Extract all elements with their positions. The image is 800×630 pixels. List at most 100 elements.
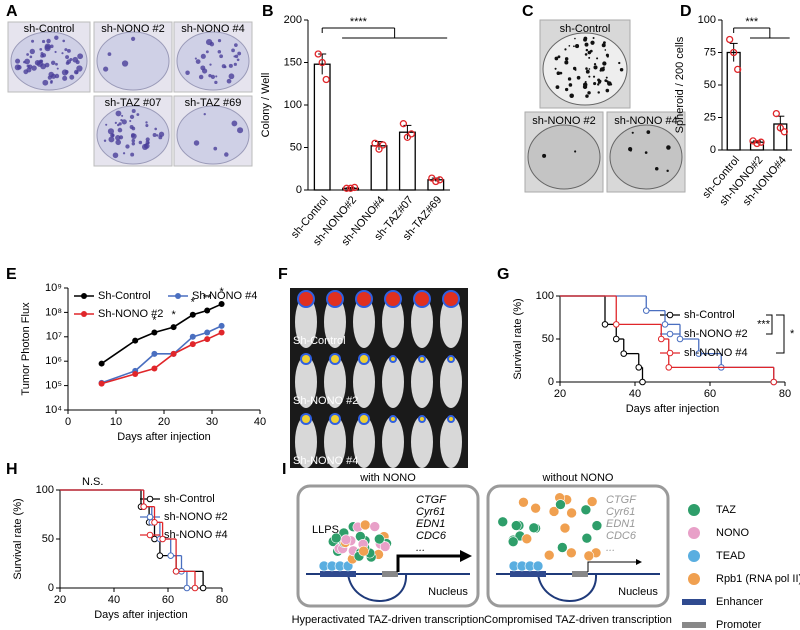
- data-point: [314, 50, 322, 58]
- mouse: [353, 296, 375, 348]
- imaging-label: Sh-NONO #2: [293, 395, 358, 407]
- colony: [121, 119, 127, 125]
- colony: [205, 38, 213, 46]
- legend-marker: [688, 573, 700, 585]
- colony: [130, 36, 136, 41]
- mouse: [353, 356, 375, 408]
- colony: [50, 44, 54, 49]
- y-tick-label: 50: [42, 533, 54, 545]
- significance: *: [790, 328, 795, 340]
- signal-inner: [386, 292, 400, 306]
- spheroid: [585, 67, 588, 70]
- mouse: [411, 416, 433, 468]
- colony: [131, 142, 136, 146]
- panel-subtitle: with NONO: [359, 472, 416, 484]
- marker: [770, 378, 778, 386]
- bar: [313, 63, 331, 191]
- colony: [237, 127, 244, 134]
- marker: [676, 335, 684, 343]
- colony: [185, 70, 190, 76]
- y-tick-label: 0: [48, 582, 54, 594]
- protein: [521, 533, 533, 545]
- arrow-head: [460, 550, 472, 562]
- spheroid: [598, 79, 602, 83]
- marker: [151, 329, 158, 336]
- transcription-arrow: [587, 561, 638, 572]
- colony: [76, 65, 83, 72]
- colony: [46, 38, 51, 44]
- colony: [201, 68, 208, 74]
- colony: [145, 121, 148, 124]
- spheroid: [567, 77, 572, 81]
- data-point: [350, 183, 359, 192]
- colony: [56, 67, 59, 70]
- colony: [145, 143, 148, 146]
- protein: [566, 547, 577, 559]
- plate-label: sh-TAZ #69: [185, 97, 242, 109]
- legend-marker: [688, 504, 700, 516]
- protein: [330, 532, 342, 544]
- colony: [115, 110, 122, 117]
- significance: *: [219, 286, 224, 298]
- marker: [218, 301, 225, 308]
- nucleus-label: Nucleus: [618, 586, 658, 598]
- colony: [66, 59, 72, 64]
- signal-inner: [415, 292, 429, 306]
- sig-bracket: [766, 314, 773, 335]
- significance: *: [171, 309, 176, 321]
- protein: [358, 545, 369, 557]
- mouse: [295, 296, 317, 348]
- plate-label: sh-NONO #2: [101, 23, 165, 35]
- spheroid: [574, 68, 577, 71]
- signal-inner: [357, 292, 371, 306]
- y-tick-label: 25: [704, 111, 716, 123]
- protein: [555, 499, 566, 510]
- protein: [548, 506, 560, 517]
- spheroid: [605, 76, 608, 79]
- colony: [205, 50, 209, 54]
- colony: [14, 64, 21, 71]
- legend-marker: [175, 293, 181, 299]
- colony: [50, 81, 53, 84]
- marker: [172, 568, 180, 575]
- marker: [204, 329, 211, 336]
- mouse: [440, 296, 462, 348]
- colony: [64, 70, 69, 74]
- colony: [136, 113, 140, 117]
- spheroid: [568, 83, 573, 87]
- marker: [189, 341, 196, 348]
- legend-label: sh-NONO #4: [684, 347, 748, 359]
- nucleus-box: [296, 484, 480, 608]
- spheroid: [596, 57, 599, 60]
- colony: [228, 73, 235, 80]
- y-tick-label: 150: [284, 56, 302, 68]
- protein: [518, 496, 529, 508]
- legend-marker: [682, 599, 706, 605]
- colony: [228, 63, 233, 68]
- marker: [151, 350, 158, 357]
- colony: [129, 119, 132, 123]
- signal-inner: [391, 417, 395, 421]
- y-axis-title: Colony / Well: [260, 73, 272, 138]
- spheroid: [593, 63, 597, 66]
- y-tick-label: 10⁵: [45, 380, 62, 392]
- gene: Cyr61: [606, 506, 635, 518]
- colony: [122, 152, 126, 155]
- spheroid: [654, 167, 659, 171]
- x-tick-label: 40: [108, 594, 120, 606]
- dna-loop: [537, 573, 598, 602]
- spheroid: [554, 56, 559, 61]
- data-point: [734, 65, 742, 74]
- spheroid: [564, 57, 569, 61]
- legend-marker: [81, 311, 87, 317]
- spheroid: [559, 71, 563, 75]
- spheroid: [585, 69, 590, 74]
- spheroid: [576, 75, 581, 80]
- colony: [224, 152, 229, 157]
- legend-marker: [666, 311, 674, 319]
- colony: [214, 80, 218, 85]
- colony: [129, 114, 135, 120]
- plate-label: sh-NONO #2: [532, 115, 596, 127]
- colony: [40, 53, 44, 58]
- spheroid: [555, 85, 560, 89]
